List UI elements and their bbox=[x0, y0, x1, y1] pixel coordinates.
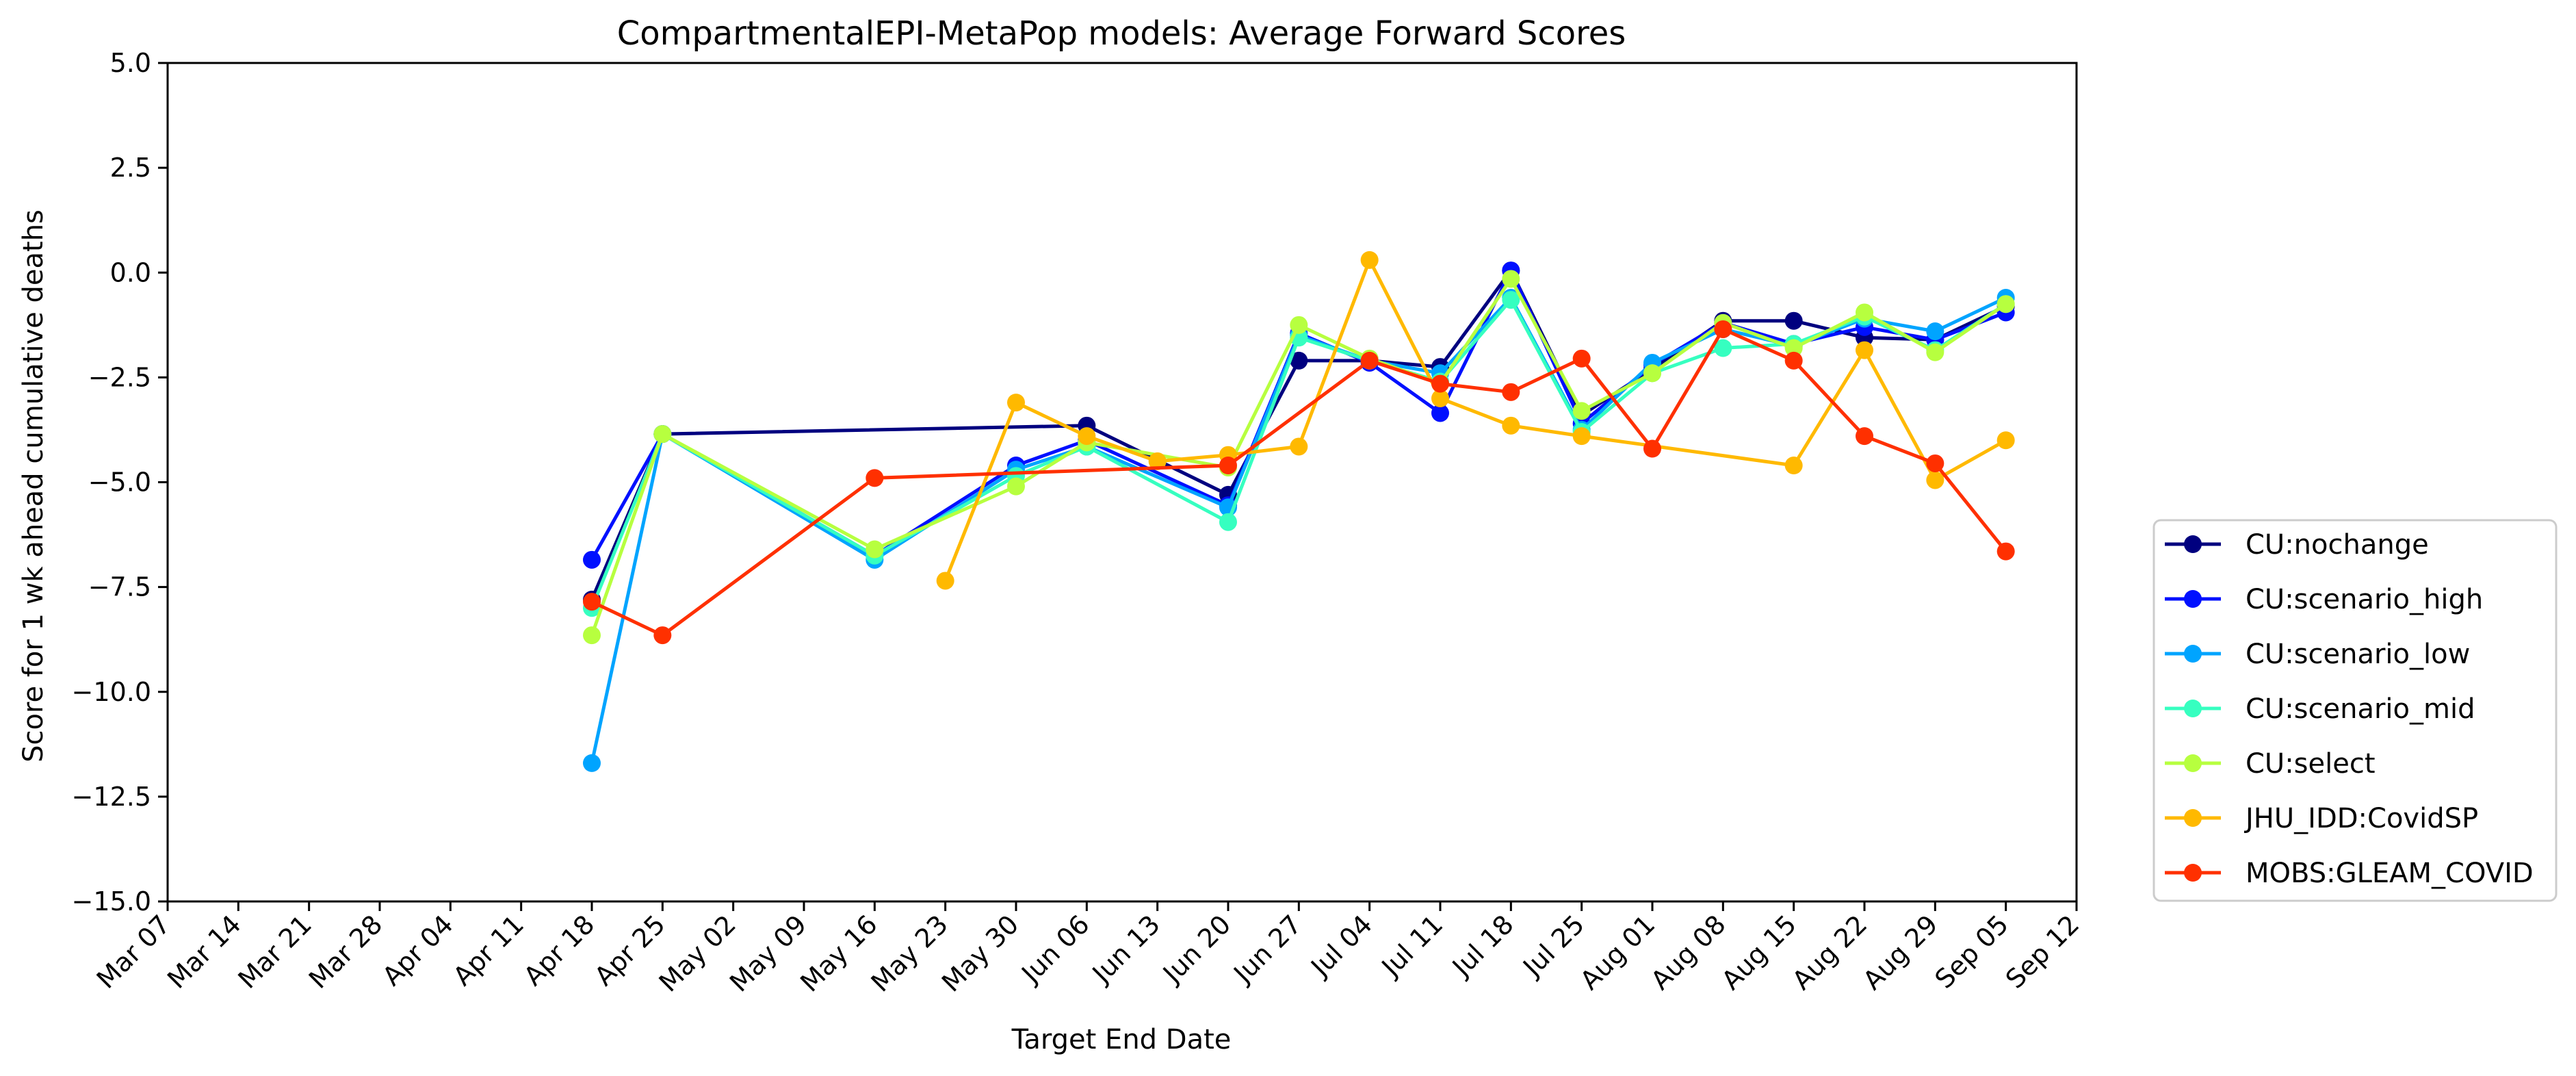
data-point bbox=[1431, 374, 1449, 393]
y-tick-label: −2.5 bbox=[88, 362, 151, 392]
y-tick-label: −10.0 bbox=[72, 677, 151, 707]
y-axis: 5.0 2.5 0.0 −2.5 −5.0 −7.5 −10.0 −12.5 −15.0 bbox=[72, 48, 168, 917]
y-tick-label: −12.5 bbox=[72, 782, 151, 812]
data-point bbox=[583, 626, 601, 645]
legend-label: CU:scenario_high bbox=[2246, 584, 2483, 615]
data-point bbox=[1431, 404, 1449, 422]
data-point bbox=[1502, 383, 1520, 401]
plot-series bbox=[583, 251, 2015, 772]
data-point bbox=[1856, 303, 1873, 322]
data-point bbox=[583, 754, 601, 772]
legend-label: CU:nochange bbox=[2246, 529, 2429, 561]
legend: CU:nochange CU:scenario_high CU:scenario_l… bbox=[2152, 519, 2558, 902]
y-tick-label: −15.0 bbox=[72, 886, 151, 917]
y-tick-label: −5.0 bbox=[88, 467, 151, 498]
data-point bbox=[1219, 457, 1237, 474]
data-point bbox=[1926, 322, 1944, 340]
data-point bbox=[1784, 351, 1803, 370]
plot-frame bbox=[166, 62, 2078, 903]
data-point bbox=[1007, 394, 1025, 412]
chart-title: CompartmentalEPI-MetaPop models: Average… bbox=[617, 14, 1626, 53]
y-tick-label: 5.0 bbox=[110, 48, 151, 78]
data-point bbox=[1643, 364, 1661, 383]
legend-label: CU:scenario_mid bbox=[2246, 693, 2475, 725]
legend-label: JHU_IDD:CovidSP bbox=[2243, 803, 2478, 834]
data-point bbox=[1290, 437, 1308, 456]
x-axis-label: Target End Date bbox=[1011, 1024, 1232, 1055]
data-point bbox=[583, 593, 601, 611]
data-point bbox=[1007, 477, 1025, 496]
data-point bbox=[1572, 402, 1591, 420]
data-point bbox=[1502, 416, 1520, 435]
data-point bbox=[653, 626, 672, 645]
data-point bbox=[1926, 454, 1944, 472]
data-point bbox=[1856, 427, 1873, 446]
data-point bbox=[866, 469, 884, 487]
legend-label: MOBS:GLEAM_COVID bbox=[2246, 858, 2534, 889]
data-point bbox=[1078, 427, 1096, 446]
series-5 bbox=[936, 251, 2015, 590]
data-point bbox=[1856, 341, 1873, 359]
y-axis-label: Score for 1 wk ahead cumulative deaths bbox=[18, 209, 49, 763]
data-point bbox=[1219, 513, 1237, 531]
data-point bbox=[1148, 452, 1167, 470]
data-point bbox=[1996, 431, 2015, 450]
data-point bbox=[1643, 439, 1661, 458]
legend-box bbox=[2152, 519, 2558, 902]
legend-label: CU:select bbox=[2246, 748, 2376, 780]
legend-marker bbox=[2184, 645, 2202, 663]
legend-marker bbox=[2184, 864, 2202, 882]
data-point bbox=[1290, 351, 1308, 370]
data-point bbox=[1996, 542, 2015, 561]
data-point bbox=[1502, 270, 1520, 288]
legend-marker bbox=[2184, 700, 2202, 717]
data-point bbox=[1502, 291, 1520, 309]
series-line bbox=[590, 327, 2007, 637]
data-point bbox=[1572, 349, 1591, 368]
data-point bbox=[866, 540, 884, 559]
data-point bbox=[1714, 320, 1732, 338]
y-tick-label: 2.5 bbox=[110, 153, 151, 183]
data-point bbox=[583, 550, 601, 569]
legend-marker bbox=[2184, 590, 2202, 608]
data-point bbox=[1784, 339, 1803, 357]
y-tick-label: −7.5 bbox=[88, 572, 151, 602]
data-point bbox=[1290, 316, 1308, 334]
series-line bbox=[944, 258, 2007, 582]
data-point bbox=[1714, 339, 1732, 357]
data-point bbox=[1926, 471, 1944, 489]
legend-marker bbox=[2184, 754, 2202, 772]
y-tick-label: 0.0 bbox=[110, 257, 151, 287]
legend-marker bbox=[2184, 809, 2202, 827]
data-point bbox=[1572, 427, 1591, 446]
series-6 bbox=[583, 320, 2015, 645]
data-point bbox=[936, 572, 954, 590]
data-point bbox=[1360, 251, 1379, 269]
data-point bbox=[1926, 343, 1944, 361]
legend-marker bbox=[2184, 535, 2202, 553]
legend-label: CU:scenario_low bbox=[2246, 639, 2470, 670]
data-point bbox=[653, 425, 672, 444]
data-point bbox=[1784, 457, 1803, 474]
data-point bbox=[1431, 389, 1449, 407]
data-point bbox=[1996, 295, 2015, 313]
data-point bbox=[1784, 311, 1803, 330]
data-point bbox=[1360, 351, 1379, 370]
